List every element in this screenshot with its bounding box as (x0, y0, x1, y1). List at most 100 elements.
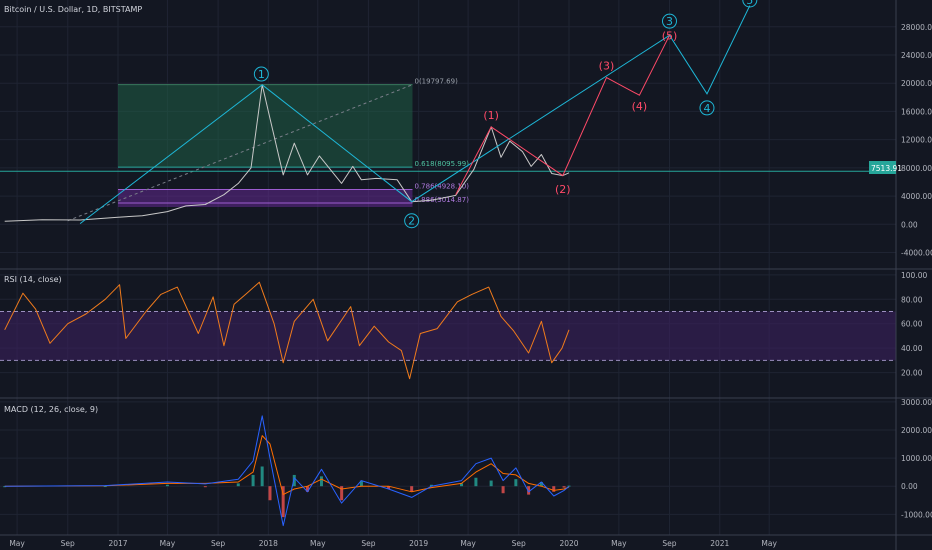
blue-wave-label-circle (699, 100, 715, 116)
time-axis-label: May (310, 539, 326, 548)
macd-histogram-bar (460, 483, 464, 487)
blue-wave-label: 5 (746, 0, 753, 7)
price-axis[interactable]: 28000.00 24000.00 20000.00 16000.00 12000.00… (901, 23, 932, 520)
price-axis-label: 2000.00 (901, 426, 932, 435)
time-axis-label: 2021 (710, 539, 729, 548)
blue-wave-label: 4 (703, 102, 710, 115)
macd-signal-line (4, 435, 570, 496)
time-axis-label: Sep (361, 539, 375, 548)
price-axis-label: 20000.00 (901, 79, 932, 88)
time-axis-label: May (160, 539, 176, 548)
price-axis-label: 8000.00 (901, 164, 932, 173)
price-axis-label: -4000.00 (901, 248, 932, 257)
time-axis-label: 2017 (108, 539, 127, 548)
blue-wave-label-circle (742, 0, 758, 8)
rsi-panel-title: RSI (14, close) (4, 275, 62, 284)
macd-histogram-bar (305, 486, 309, 492)
macd-histogram-bar (489, 480, 493, 487)
time-axis-label: May (9, 539, 25, 548)
price-axis-label: 28000.00 (901, 23, 932, 32)
price-axis-label: 1000.00 (901, 454, 932, 463)
macd-panel (3, 415, 571, 527)
price-axis-label: 0.00 (901, 482, 918, 491)
blue-wave-label-circle (661, 13, 677, 29)
macd-histogram-bar (203, 486, 207, 488)
macd-histogram-bar (260, 466, 264, 487)
rsi-line (4, 281, 570, 380)
price-axis-label: 60.00 (901, 320, 923, 329)
price-axis-label: 4000.00 (901, 192, 932, 201)
red-wave-path (455, 35, 670, 195)
price-line (4, 84, 570, 222)
red-wave-label: (2) (555, 183, 571, 196)
time-axis-label: May (761, 539, 777, 548)
macd-histogram-bar (236, 483, 240, 487)
price-axis-label: 3000.00 (901, 398, 932, 407)
time-axis-label: Sep (61, 539, 75, 548)
trend-line (67, 84, 413, 222)
price-panel: 0(19797.69) 0.618(8095.99) 0.786(4928.10) 0… (0, 0, 896, 229)
macd-histogram-bar (359, 480, 363, 487)
price-axis-label: 80.00 (901, 295, 923, 304)
time-axis-label: 2020 (559, 539, 578, 548)
macd-histogram-bar (251, 474, 255, 487)
macd-histogram-bar (562, 486, 566, 488)
macd-histogram-bar (268, 486, 272, 501)
red-wave-label: (5) (662, 29, 678, 42)
price-axis-label: -1000.00 (901, 510, 932, 519)
time-axis-label: Sep (662, 539, 676, 548)
current-price-label: 7513.91 (869, 161, 902, 174)
price-axis-label: 12000.00 (901, 136, 932, 145)
price-axis-label: 0.00 (901, 220, 918, 229)
macd-panel-title: MACD (12, 26, close, 9) (4, 405, 98, 414)
price-axis-label: 24000.00 (901, 51, 932, 60)
macd-histogram-bar (429, 484, 433, 487)
price-panel-title: Bitcoin / U.S. Dollar, 1D, BITSTAMP (4, 5, 142, 14)
macd-line (4, 415, 570, 527)
fib-level-label: 0(19797.69) (414, 78, 458, 86)
fib-extension-zone (118, 189, 413, 208)
blue-wave-path (79, 5, 751, 224)
blue-wave-label-circle (404, 213, 420, 229)
time-axis-label: May (460, 539, 476, 548)
fib-level-label: 0.886(3014.87) (414, 196, 469, 204)
macd-histogram-bar (319, 476, 323, 487)
rsi-panel (0, 281, 896, 380)
macd-histogram-bar (501, 486, 505, 494)
macd-histogram-bar (539, 481, 543, 487)
blue-wave-label: 2 (408, 215, 415, 228)
time-axis-label: 2018 (259, 539, 278, 548)
price-axis-label: 20.00 (901, 369, 923, 378)
blue-wave-label-circle (253, 66, 269, 82)
blue-wave-label: 3 (666, 15, 673, 28)
red-wave-label: (3) (599, 60, 615, 73)
time-axis[interactable]: May Sep 2017 May Sep 2018 May Sep 2019 May Sep 2020… (9, 539, 777, 548)
macd-histogram-bar (410, 486, 414, 492)
current-price-badge (869, 161, 896, 174)
macd-histogram-bar (567, 485, 571, 487)
macd-histogram-bar (474, 477, 478, 487)
red-wave-label: (1) (483, 109, 499, 122)
macd-histogram-bar (292, 474, 296, 487)
time-axis-label: 2019 (409, 539, 428, 548)
rsi-band (0, 311, 896, 361)
price-axis-label: 16000.00 (901, 107, 932, 116)
macd-histogram-bar (103, 486, 107, 488)
macd-histogram-bar (514, 479, 518, 487)
time-axis-label: May (611, 539, 627, 548)
blue-wave-label: 1 (258, 68, 265, 81)
macd-histogram-bar (281, 486, 285, 518)
fib-level-label: 0.618(8095.99) (414, 160, 469, 168)
macd-histogram-bar (165, 484, 169, 487)
macd-histogram-bar (527, 486, 531, 495)
current-price-value: 7513.91 (871, 164, 902, 173)
red-wave-label: (4) (632, 100, 648, 113)
price-axis-label: 100.00 (901, 271, 927, 280)
macd-histogram-bar (552, 486, 556, 492)
fib-level-label: 0.786(4928.10) (414, 183, 469, 191)
price-axis-label: 40.00 (901, 344, 923, 353)
time-axis-label: Sep (512, 539, 526, 548)
macd-histogram-bar (340, 486, 344, 501)
macd-histogram-bar (387, 486, 391, 489)
